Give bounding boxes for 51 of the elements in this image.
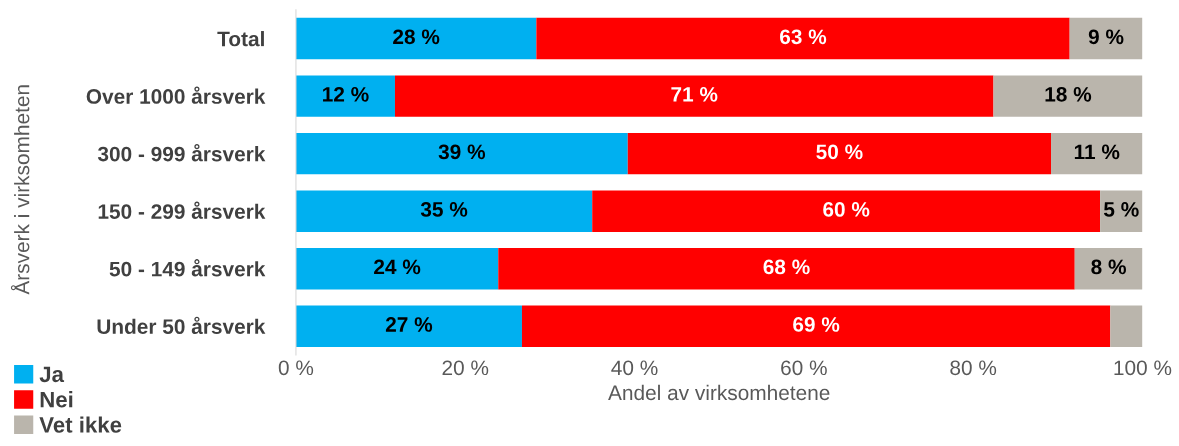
data-label: 11 %: [1074, 144, 1120, 160]
bar: [521, 305, 1111, 347]
bar: [295, 190, 593, 232]
data-label: 35 %: [420, 202, 468, 217]
bar: [993, 75, 1143, 117]
bar: [394, 75, 994, 117]
data-label: 18 %: [1045, 86, 1092, 102]
data-label: 69 %: [793, 317, 840, 332]
x-tick-label: 0 %: [278, 360, 314, 376]
y-tick-label: Under 50 årsverk: [97, 316, 266, 334]
data-label: 24 %: [374, 259, 421, 275]
x-tick-label: 40 %: [611, 360, 658, 376]
bar: [295, 75, 395, 117]
bar: [592, 190, 1101, 232]
bar: [536, 17, 1070, 60]
data-label: 12 %: [323, 86, 369, 102]
data-label: 60 %: [823, 202, 870, 217]
legend-label: Nei: [40, 391, 73, 408]
x-axis-title: Andel av virksomhetene: [608, 384, 830, 401]
data-label: 8 %: [1091, 259, 1126, 275]
y-axis-title: Årsverk i virksomheten: [10, 85, 30, 295]
bar: [295, 132, 628, 175]
x-tick-label: 60 %: [781, 360, 827, 376]
data-label: 68 %: [763, 259, 810, 275]
x-tick-label: 100 %: [1114, 360, 1172, 376]
bar: [1110, 305, 1143, 347]
bar: [1069, 17, 1143, 60]
legend-label: Ja: [39, 366, 65, 383]
data-label: 27 %: [385, 317, 433, 332]
bar: [627, 132, 1052, 175]
data-label: 28 %: [393, 29, 440, 45]
y-tick-label: 50 - 149 årsverk: [109, 259, 266, 277]
data-label: 9 %: [1088, 29, 1124, 45]
x-tick-label: 20 %: [442, 360, 489, 376]
bar: [1051, 132, 1143, 175]
bar: [1074, 248, 1143, 290]
y-tick-label: 300 - 999 årsverk: [97, 144, 266, 162]
data-label: 63 %: [780, 29, 827, 45]
x-tick-label: 80 %: [950, 360, 997, 376]
bar: [498, 248, 1075, 290]
y-tick-label: 150 - 299 årsverk: [98, 201, 266, 219]
data-label: 5 %: [1103, 202, 1139, 217]
bar: [295, 248, 499, 290]
data-label: 71 %: [671, 87, 718, 102]
y-tick-label: Total: [217, 31, 264, 47]
bar: [295, 17, 537, 60]
legend-label: Vet ikke: [39, 416, 122, 433]
y-tick-label: Over 1000 årsverk: [86, 86, 266, 104]
bar: [295, 305, 522, 347]
data-label: 50 %: [816, 144, 863, 160]
data-label: 39 %: [438, 144, 486, 160]
